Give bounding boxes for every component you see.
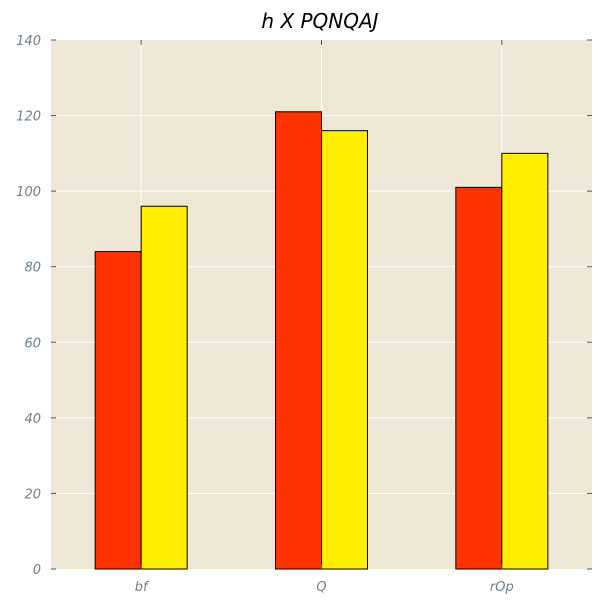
y-tick-label: 60 [24, 336, 41, 351]
bar [455, 186, 503, 570]
y-tick-label: 80 [24, 261, 41, 276]
y-tick-label: 120 [16, 110, 41, 125]
y-tick-label: 140 [16, 34, 41, 49]
x-tick-label: bf [135, 580, 150, 595]
y-tick-label: 0 [33, 563, 41, 578]
y-tick-label: 40 [24, 412, 41, 427]
x-tick-label: rOp [490, 580, 514, 595]
y-tick-label: 20 [24, 487, 41, 502]
bar [501, 152, 549, 570]
x-tick-label: Q [316, 580, 326, 595]
bar [321, 130, 368, 570]
bar [140, 205, 188, 570]
y-tick-label: 100 [16, 185, 41, 200]
bars [94, 111, 549, 570]
axis-ticks [51, 39, 592, 570]
bar [94, 251, 142, 570]
chart-title: h X PQNQAJ [261, 9, 378, 33]
bar [275, 111, 322, 570]
